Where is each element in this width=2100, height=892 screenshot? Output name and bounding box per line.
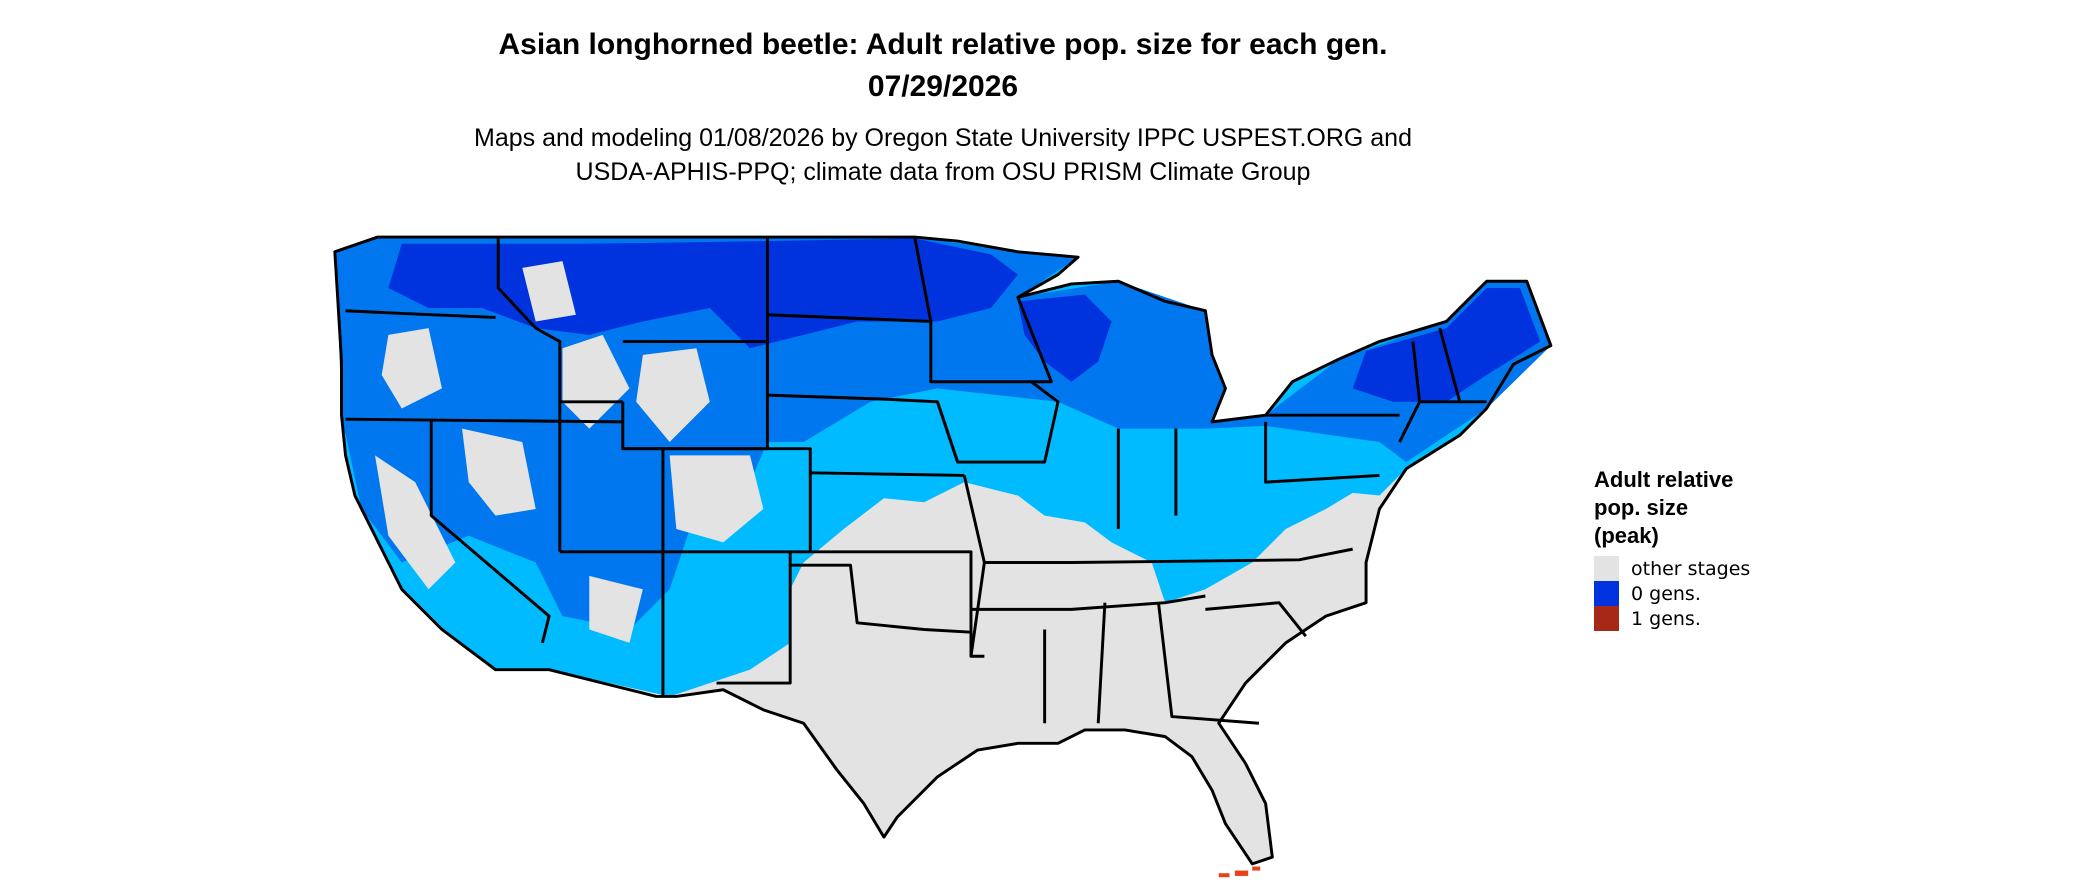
legend-swatch-0-gens <box>1594 581 1619 606</box>
map-date: 07/29/2026 <box>867 70 1019 103</box>
legend-title-line3: (peak) <box>1594 523 1659 548</box>
region-0-gens-dark-mi <box>1017 294 1112 382</box>
legend-swatch-other-stages <box>1594 556 1619 581</box>
legend-label: 0 gens. <box>1631 582 1701 605</box>
state-borders <box>333 235 1553 866</box>
legend-swatch-1-gens <box>1594 606 1619 631</box>
region-0-gens-dark-ne <box>1352 287 1541 402</box>
legend-label: 1 gens. <box>1631 607 1701 630</box>
legend-label: other stages <box>1631 557 1751 580</box>
map-subtitle-line2: USDA-APHIS-PPQ; climate data from OSU PR… <box>575 158 1311 186</box>
region-1-gens <box>1218 866 1261 878</box>
legend: Adult relative pop. size (peak) other st… <box>1594 466 1750 631</box>
region-0-gens-mid <box>334 237 1551 630</box>
legend-title-line1: Adult relative <box>1594 467 1734 492</box>
legend-item-other-stages: other stages <box>1594 556 1750 581</box>
legend-title-line2: pop. size <box>1594 495 1689 520</box>
legend-item-0-gens: 0 gens. <box>1594 581 1750 606</box>
map-subtitle-line1: Maps and modeling 01/08/2026 by Oregon S… <box>474 124 1412 152</box>
map-title: Asian longhorned beetle: Adult relative … <box>498 28 1388 61</box>
high-elevation-patches <box>375 261 764 643</box>
legend-item-1-gens: 1 gens. <box>1594 606 1750 631</box>
